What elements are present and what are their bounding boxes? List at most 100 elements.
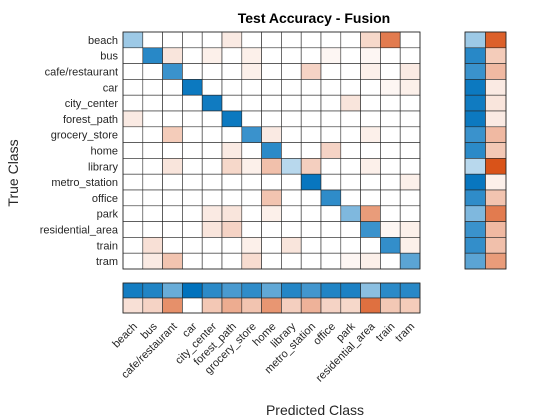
matrix-cell xyxy=(162,189,183,207)
column-summary-correct-cell xyxy=(340,282,361,299)
y-tick-label: forest_path xyxy=(63,114,118,126)
row-summary-correct-cell xyxy=(464,31,486,49)
matrix-cell xyxy=(241,158,262,175)
column-summary-correct-cell xyxy=(162,282,183,299)
matrix-cell xyxy=(380,189,401,207)
matrix-cell xyxy=(399,126,421,143)
matrix-cell xyxy=(300,142,322,159)
matrix-cell xyxy=(241,205,262,222)
matrix-cell xyxy=(142,126,163,143)
matrix-cell xyxy=(201,173,223,191)
row-summary-incorrect-cell xyxy=(485,126,507,143)
matrix-cell xyxy=(241,79,262,96)
matrix-cell xyxy=(399,189,421,207)
matrix-cell xyxy=(261,189,282,207)
matrix-cell xyxy=(340,47,361,64)
matrix-cell xyxy=(380,31,401,49)
matrix-cell xyxy=(122,110,144,128)
row-summary-correct-cell xyxy=(464,158,486,175)
matrix-cell xyxy=(300,126,322,143)
matrix-cell xyxy=(221,158,243,175)
matrix-cell xyxy=(201,252,223,270)
matrix-cell xyxy=(162,79,183,96)
y-tick-label: train xyxy=(97,240,118,252)
matrix-cell xyxy=(241,252,262,270)
row-summary-incorrect-cell xyxy=(485,94,507,112)
matrix-cell xyxy=(201,237,223,254)
matrix-cell xyxy=(340,205,361,222)
column-summary-frame xyxy=(122,282,421,314)
matrix-cell xyxy=(182,47,203,64)
matrix-cell xyxy=(142,205,163,222)
matrix-cell xyxy=(320,252,342,270)
matrix-cell xyxy=(360,31,381,49)
matrix-cell xyxy=(281,173,302,191)
matrix-cell xyxy=(221,189,243,207)
matrix-cell xyxy=(241,221,262,238)
x-tick-label: tram xyxy=(393,321,417,345)
matrix-cell xyxy=(320,79,342,96)
matrix-cell xyxy=(122,31,144,49)
matrix-cell xyxy=(241,189,262,207)
matrix-cell xyxy=(320,189,342,207)
matrix-cell xyxy=(162,237,183,254)
matrix-cell xyxy=(300,47,322,64)
column-summary-incorrect-cell xyxy=(241,297,262,314)
matrix-cell xyxy=(142,252,163,270)
matrix-cell xyxy=(340,252,361,270)
row-summary-incorrect-cell xyxy=(485,158,507,175)
matrix-cell xyxy=(122,237,144,254)
matrix-cell xyxy=(261,110,282,128)
column-summary-incorrect-cell xyxy=(380,297,401,314)
matrix-cell xyxy=(201,221,223,238)
matrix-cell xyxy=(380,237,401,254)
matrix-cell xyxy=(281,47,302,64)
matrix-cell xyxy=(122,252,144,270)
row-summary-incorrect-cell xyxy=(485,189,507,207)
matrix-cell xyxy=(221,94,243,112)
row-summary-correct-cell xyxy=(464,79,486,96)
matrix-cell xyxy=(300,79,322,96)
matrix-cell xyxy=(360,110,381,128)
matrix-cell xyxy=(201,205,223,222)
matrix-cell xyxy=(142,221,163,238)
matrix-cell xyxy=(340,79,361,96)
row-summary-incorrect-cell xyxy=(485,237,507,254)
matrix-cell xyxy=(142,237,163,254)
matrix-cell xyxy=(182,110,203,128)
matrix-cell xyxy=(360,79,381,96)
matrix-cell xyxy=(182,94,203,112)
matrix-cell xyxy=(122,94,144,112)
row-summary-incorrect-cell xyxy=(485,221,507,238)
matrix-cell xyxy=(182,126,203,143)
column-summary-correct-cell xyxy=(122,282,144,299)
matrix-cell xyxy=(241,110,262,128)
matrix-cell xyxy=(320,221,342,238)
matrix-cell xyxy=(261,173,282,191)
matrix-cell xyxy=(399,47,421,64)
row-summary-incorrect-cell xyxy=(485,63,507,80)
column-summary-correct-cell xyxy=(281,282,302,299)
column-summary-correct-cell xyxy=(320,282,342,299)
matrix-cell xyxy=(221,221,243,238)
matrix-cell xyxy=(320,237,342,254)
matrix-cell xyxy=(300,158,322,175)
matrix-cell xyxy=(340,110,361,128)
row-summary-correct-cell xyxy=(464,47,486,64)
matrix-cell xyxy=(399,252,421,270)
row-summary-correct-cell xyxy=(464,94,486,112)
matrix-cell xyxy=(281,79,302,96)
matrix-cell xyxy=(281,63,302,80)
matrix-cell xyxy=(399,173,421,191)
y-tick-label: home xyxy=(90,146,118,158)
column-summary-incorrect-cell xyxy=(221,297,243,314)
matrix-cell xyxy=(182,252,203,270)
matrix-cell xyxy=(241,94,262,112)
matrix-cell xyxy=(320,158,342,175)
matrix-cell xyxy=(380,110,401,128)
matrix-cell xyxy=(162,173,183,191)
matrix-cell xyxy=(182,237,203,254)
matrix-cell xyxy=(399,142,421,159)
row-summary-frame xyxy=(464,31,507,270)
column-summary-incorrect-cell xyxy=(399,297,421,314)
